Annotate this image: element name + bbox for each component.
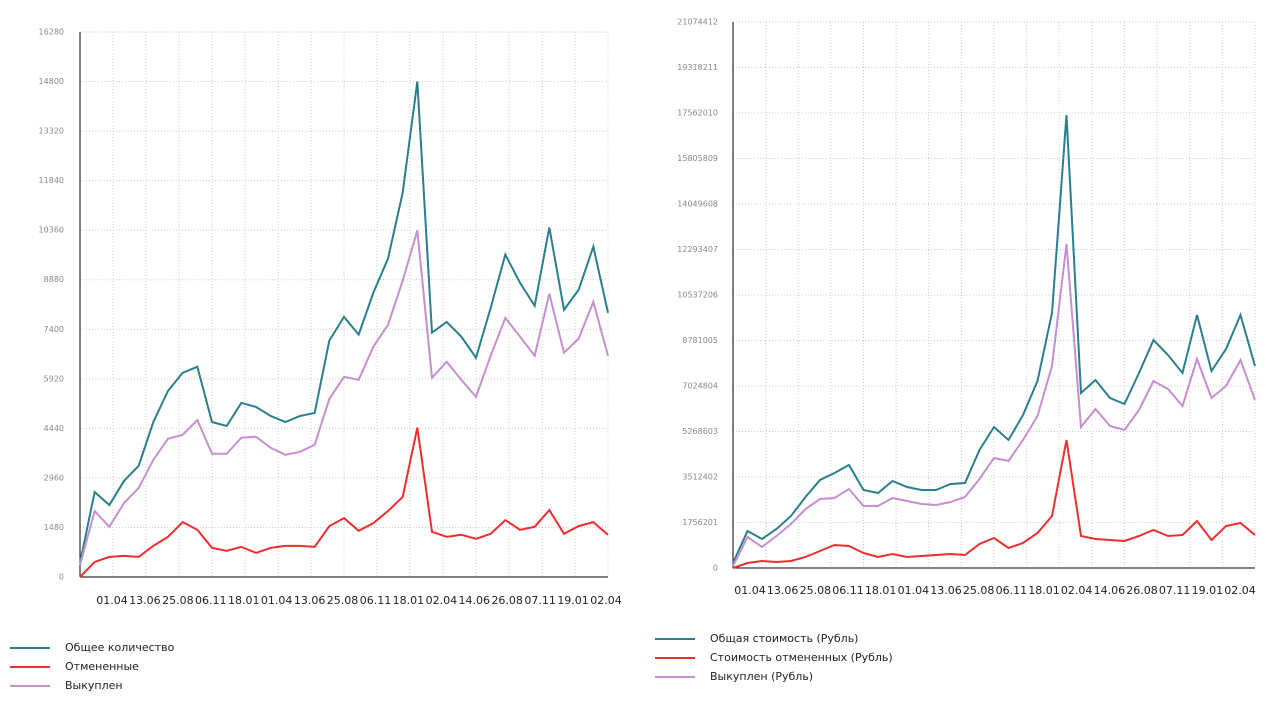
y-tick-label: 14800: [39, 77, 64, 86]
x-tick-label: 01.04: [898, 584, 930, 597]
x-tick-label: 02.04: [590, 594, 622, 607]
y-tick-label: 1756201: [682, 518, 718, 527]
x-tick-label: 01.04: [261, 594, 293, 607]
x-tick-label: 06.11: [832, 584, 864, 597]
x-tick-label: 25.08: [800, 584, 832, 597]
y-tick-label: 1480: [44, 523, 64, 532]
y-tick-label: 19318211: [677, 63, 718, 72]
x-tick-label: 26.08: [1126, 584, 1158, 597]
x-tick-label: 18.01: [1028, 584, 1060, 597]
y-tick-label: 2960: [44, 473, 64, 482]
series-line: [79, 230, 609, 566]
y-tick-label: 14049608: [677, 200, 718, 209]
y-tick-label: 13320: [39, 127, 64, 136]
series-line: [732, 114, 1256, 564]
x-tick-label: 02.04: [1224, 584, 1256, 597]
x-tick-label: 14.06: [1094, 584, 1126, 597]
y-tick-label: 0: [59, 573, 64, 582]
x-tick-label: 06.11: [360, 594, 392, 607]
x-tick-label: 18.01: [393, 594, 425, 607]
series-line: [79, 81, 609, 564]
x-tick-label: 14.06: [459, 594, 491, 607]
y-tick-label: 5920: [44, 374, 64, 383]
x-tick-label: 13.06: [767, 584, 799, 597]
x-tick-label: 02.04: [426, 594, 458, 607]
x-tick-label: 07.11: [1159, 584, 1191, 597]
x-tick-label: 25.08: [327, 594, 359, 607]
y-tick-label: 21074412: [677, 18, 718, 27]
x-tick-label: 13.06: [129, 594, 161, 607]
x-tick-label: 19.01: [1192, 584, 1224, 597]
y-tick-label: 3512402: [682, 473, 718, 482]
chart: 0 1756201 3512402 5268603 7024804 8781005 1053…: [655, 18, 1256, 683]
y-tick-label: 7024804: [682, 382, 718, 391]
x-tick-label: 07.11: [524, 594, 556, 607]
y-tick-label: 7400: [44, 325, 64, 334]
legend-label: Общее количество: [65, 641, 175, 654]
x-tick-label: 01.04: [734, 584, 766, 597]
x-tick-label: 13.06: [294, 594, 326, 607]
x-tick-label: 02.04: [1061, 584, 1093, 597]
legend-label: Выкуплен (Рубль): [710, 670, 813, 683]
series-line: [732, 439, 1256, 569]
y-tick-label: 16280: [39, 28, 64, 37]
y-tick-label: 17562010: [677, 109, 718, 118]
series-line: [732, 243, 1256, 567]
y-tick-label: 5268603: [682, 427, 718, 436]
y-tick-label: 8880: [44, 275, 64, 284]
legend-label: Общая стоимость (Рубль): [710, 632, 858, 645]
x-tick-label: 25.08: [963, 584, 995, 597]
y-tick-label: 4440: [44, 424, 64, 433]
series-line: [79, 427, 609, 578]
x-tick-label: 06.11: [996, 584, 1028, 597]
y-tick-label: 0: [713, 564, 718, 573]
y-tick-label: 10537206: [677, 291, 718, 300]
x-tick-label: 19.01: [557, 594, 589, 607]
legend-label: Отмененные: [65, 660, 139, 673]
x-tick-label: 13.06: [930, 584, 962, 597]
y-tick-label: 12293407: [677, 245, 718, 254]
legend-label: Выкуплен: [65, 679, 123, 692]
y-tick-label: 11840: [39, 176, 64, 185]
chart: 0 1480 2960 4440 5920 7400 8880 10360 11840 13320…: [10, 28, 622, 692]
y-tick-label: 10360: [39, 226, 64, 235]
x-tick-label: 06.11: [195, 594, 227, 607]
x-tick-label: 18.01: [865, 584, 897, 597]
legend-label: Стоимость отмененных (Рубль): [710, 651, 893, 664]
x-tick-label: 26.08: [491, 594, 523, 607]
x-tick-label: 01.04: [96, 594, 128, 607]
x-tick-label: 25.08: [162, 594, 194, 607]
x-tick-label: 18.01: [228, 594, 260, 607]
y-tick-label: 8781005: [682, 336, 718, 345]
y-tick-label: 15805809: [677, 154, 718, 163]
